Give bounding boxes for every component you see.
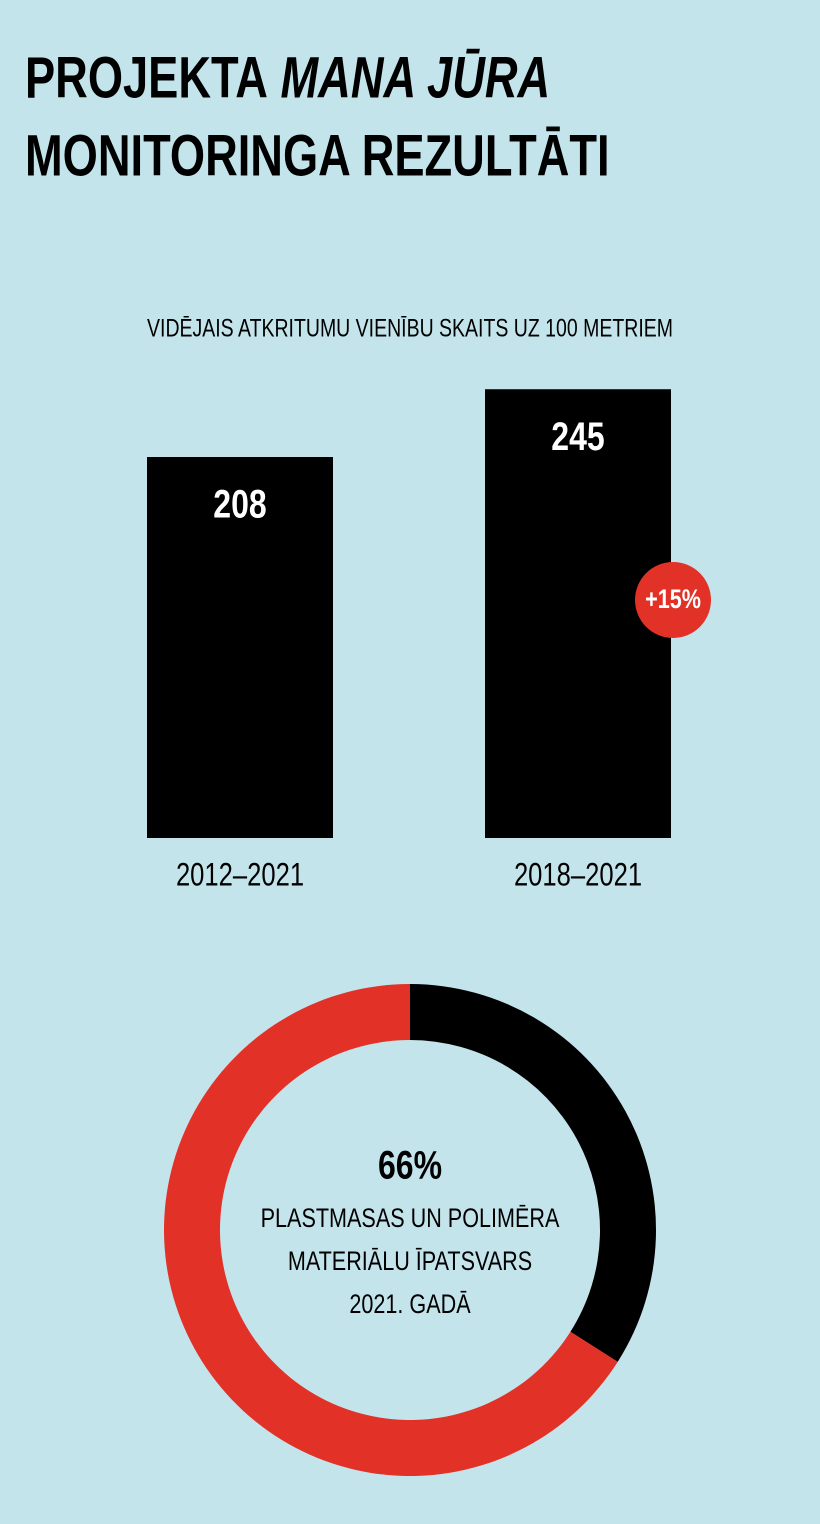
title-line-2: MONITORINGA REZULTĀTI	[25, 124, 610, 189]
donut-caption: 2021. GADĀ	[349, 1290, 471, 1320]
donut-value-label: 66%	[378, 1142, 442, 1187]
category-label: 2018–2021	[514, 858, 642, 893]
bar-value-label: 208	[213, 481, 266, 526]
title-part: PROJEKTA	[25, 46, 268, 111]
bar	[147, 457, 333, 838]
donut-caption: MATERIĀLU ĪPATSVARS	[288, 1247, 532, 1277]
bar-value-label: 245	[551, 413, 604, 458]
chart-subtitle: VIDĒJAIS ATKRITUMU VIENĪBU SKAITS UZ 100…	[147, 314, 673, 342]
title-emphasis: MANA JŪRA	[280, 46, 550, 111]
change-badge	[635, 562, 711, 638]
change-badge-label: +15%	[645, 585, 701, 615]
donut-caption: PLASTMASAS UN POLIMĒRA	[261, 1204, 560, 1234]
donut-segment	[410, 984, 656, 1362]
title-line-1: PROJEKTA MANA JŪRA	[25, 46, 550, 111]
category-label: 2012–2021	[176, 858, 304, 893]
